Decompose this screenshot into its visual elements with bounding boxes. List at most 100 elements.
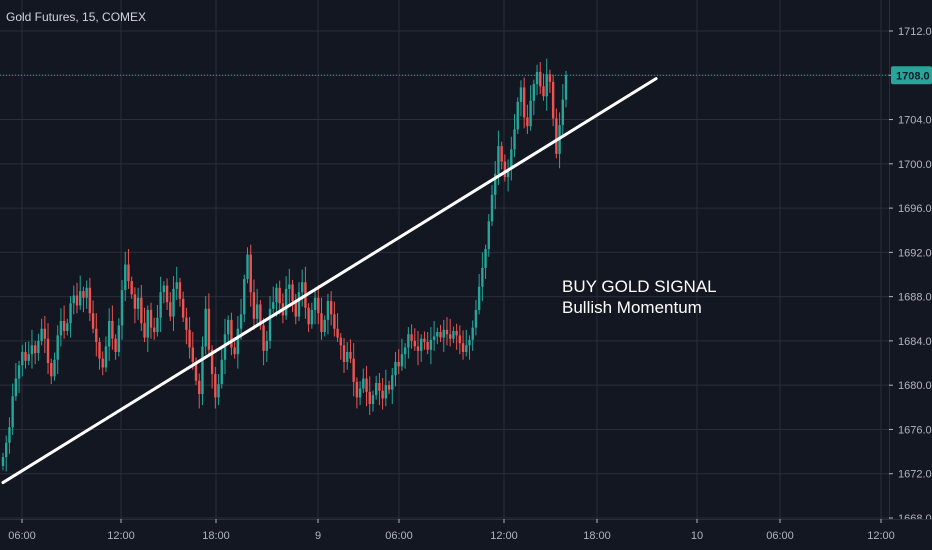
- candle[interactable]: [101, 351, 104, 376]
- candle[interactable]: [8, 417, 11, 454]
- candle[interactable]: [320, 297, 323, 340]
- candle[interactable]: [59, 308, 63, 347]
- candle[interactable]: [564, 70, 568, 108]
- candle[interactable]: [133, 287, 137, 324]
- candle[interactable]: [535, 64, 539, 96]
- candle[interactable]: [46, 323, 50, 375]
- candle[interactable]: [362, 368, 365, 393]
- candle[interactable]: [11, 383, 14, 435]
- candle[interactable]: [555, 108, 558, 159]
- candle[interactable]: [181, 291, 185, 323]
- candle[interactable]: [172, 276, 175, 331]
- candle[interactable]: [548, 69, 552, 93]
- candle[interactable]: [481, 252, 484, 302]
- candle[interactable]: [539, 61, 542, 95]
- candle[interactable]: [349, 339, 352, 364]
- candle[interactable]: [14, 363, 18, 401]
- candle[interactable]: [397, 349, 400, 375]
- candle[interactable]: [400, 338, 404, 371]
- candle[interactable]: [394, 351, 397, 387]
- candle[interactable]: [339, 333, 342, 360]
- candle[interactable]: [88, 277, 92, 321]
- candle[interactable]: [66, 318, 69, 336]
- candle[interactable]: [490, 184, 494, 226]
- candle[interactable]: [445, 317, 449, 346]
- candle[interactable]: [500, 141, 503, 170]
- candles[interactable]: [1, 58, 568, 472]
- candle[interactable]: [387, 380, 391, 395]
- candle[interactable]: [465, 329, 468, 357]
- candle[interactable]: [198, 373, 201, 409]
- candle[interactable]: [423, 331, 426, 350]
- price-axis[interactable]: 1712.0 1708.0 1704.0 1700.0 1696.0 1692.0 1688…: [889, 0, 932, 550]
- candle[interactable]: [185, 307, 188, 345]
- candle[interactable]: [458, 325, 462, 355]
- candle[interactable]: [374, 375, 378, 400]
- candle[interactable]: [214, 366, 217, 409]
- candle[interactable]: [297, 282, 301, 321]
- candle[interactable]: [1, 452, 5, 471]
- candle[interactable]: [143, 307, 146, 343]
- candle[interactable]: [124, 251, 127, 302]
- candle[interactable]: [165, 278, 169, 310]
- candle[interactable]: [17, 360, 21, 393]
- candle[interactable]: [426, 332, 429, 355]
- candle[interactable]: [368, 376, 371, 416]
- candle[interactable]: [120, 280, 124, 340]
- candle[interactable]: [111, 305, 114, 350]
- candle[interactable]: [346, 342, 349, 370]
- trend-line[interactable]: [1, 77, 658, 485]
- candle[interactable]: [85, 280, 88, 309]
- candle[interactable]: [522, 77, 526, 129]
- candle[interactable]: [82, 286, 85, 313]
- candle[interactable]: [310, 302, 314, 329]
- candle[interactable]: [471, 320, 474, 351]
- candle[interactable]: [207, 293, 211, 355]
- candle[interactable]: [526, 104, 529, 134]
- candle[interactable]: [33, 340, 37, 365]
- candle[interactable]: [487, 214, 490, 257]
- candle[interactable]: [474, 299, 478, 336]
- candle[interactable]: [448, 318, 452, 347]
- candle[interactable]: [329, 291, 333, 326]
- candle[interactable]: [169, 292, 172, 321]
- time-axis[interactable]: 06:00 12:00 18:00 9 06:00 12:00 18:00 10 06:00 12…: [0, 519, 932, 550]
- candle[interactable]: [24, 342, 27, 369]
- candle[interactable]: [416, 330, 420, 366]
- candle[interactable]: [561, 84, 564, 137]
- candle[interactable]: [140, 285, 143, 331]
- candle[interactable]: [72, 285, 75, 315]
- candle[interactable]: [323, 315, 326, 337]
- candle[interactable]: [355, 377, 359, 409]
- candle[interactable]: [104, 336, 108, 372]
- candle[interactable]: [153, 317, 156, 340]
- candle[interactable]: [484, 244, 487, 279]
- candle[interactable]: [519, 80, 523, 117]
- candle[interactable]: [420, 334, 423, 362]
- candle[interactable]: [75, 282, 79, 314]
- candle[interactable]: [220, 346, 223, 389]
- candle[interactable]: [284, 276, 288, 320]
- candle[interactable]: [53, 352, 56, 381]
- candle[interactable]: [268, 296, 272, 349]
- candle[interactable]: [503, 154, 507, 182]
- candle[interactable]: [233, 337, 236, 359]
- candle[interactable]: [56, 325, 59, 375]
- candle[interactable]: [252, 279, 256, 330]
- candle[interactable]: [461, 330, 465, 360]
- candle[interactable]: [532, 79, 536, 116]
- candle[interactable]: [127, 249, 130, 289]
- candle[interactable]: [288, 268, 291, 304]
- candle[interactable]: [37, 333, 40, 361]
- candle[interactable]: [439, 324, 442, 343]
- symbol-title[interactable]: Gold Futures, 15, COMEX: [6, 10, 147, 24]
- candle[interactable]: [551, 74, 555, 127]
- candle[interactable]: [227, 315, 230, 346]
- candle[interactable]: [391, 368, 394, 404]
- candle[interactable]: [342, 338, 346, 374]
- candle[interactable]: [136, 287, 140, 320]
- candle[interactable]: [413, 328, 416, 351]
- candle[interactable]: [513, 114, 516, 158]
- candle[interactable]: [294, 293, 297, 325]
- candle[interactable]: [27, 341, 30, 366]
